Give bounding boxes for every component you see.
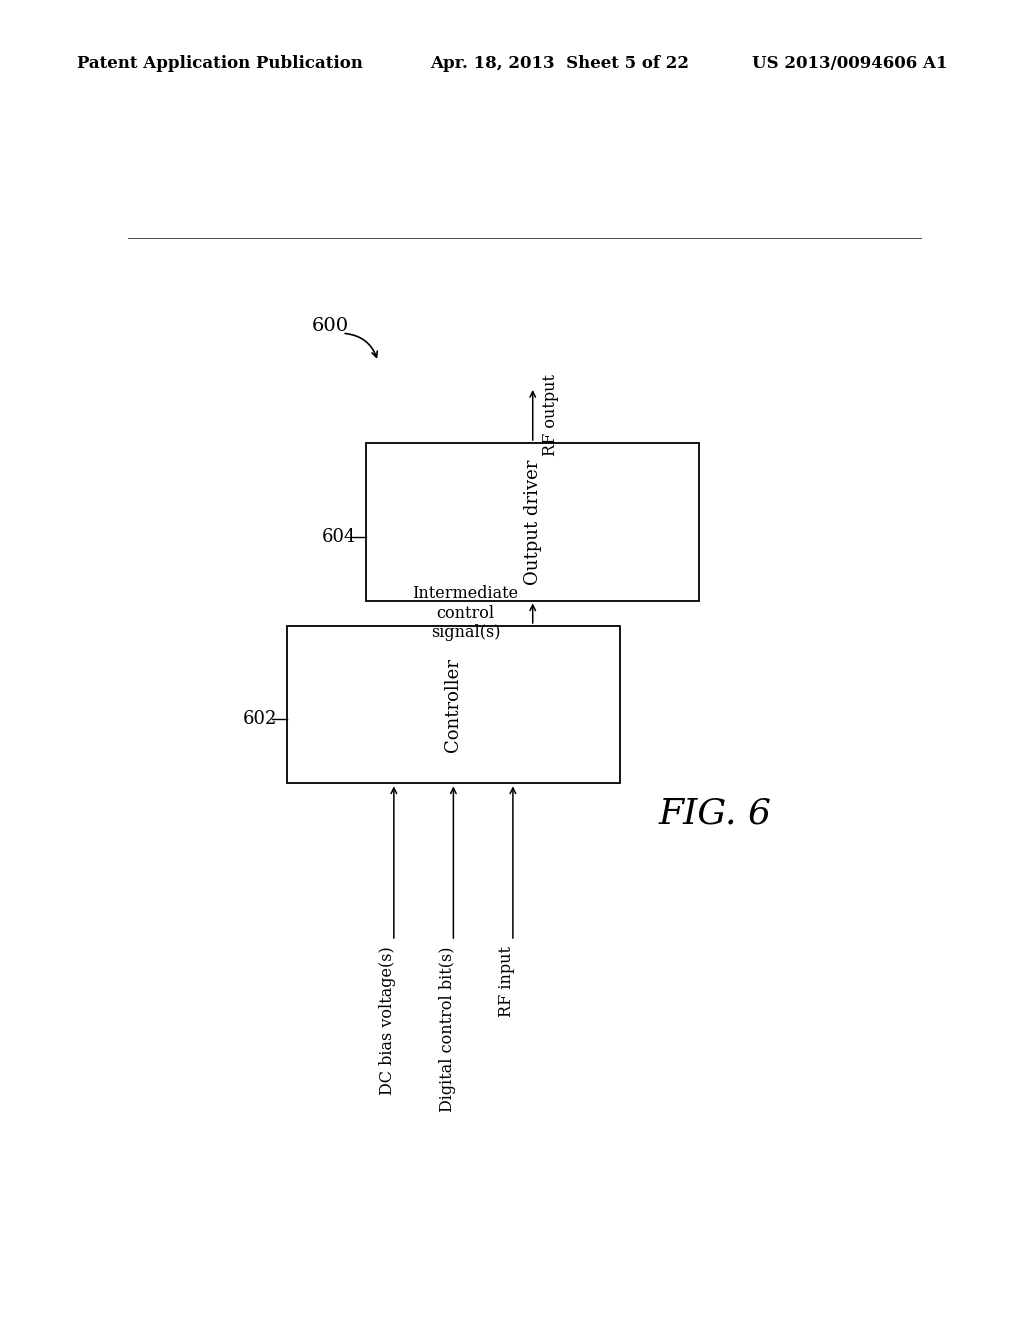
Text: 600: 600 xyxy=(311,317,349,335)
Bar xyxy=(367,444,699,601)
Text: Controller: Controller xyxy=(444,659,463,752)
Text: Digital control bit(s): Digital control bit(s) xyxy=(438,946,456,1111)
Text: 602: 602 xyxy=(243,710,278,729)
Text: Apr. 18, 2013  Sheet 5 of 22: Apr. 18, 2013 Sheet 5 of 22 xyxy=(430,55,689,71)
Text: DC bias voltage(s): DC bias voltage(s) xyxy=(379,946,396,1094)
Text: 604: 604 xyxy=(323,528,356,545)
Text: Patent Application Publication: Patent Application Publication xyxy=(77,55,362,71)
Text: US 2013/0094606 A1: US 2013/0094606 A1 xyxy=(752,55,947,71)
Text: FIG. 6: FIG. 6 xyxy=(658,797,772,832)
Bar xyxy=(287,626,621,784)
Text: Intermediate
control
signal(s): Intermediate control signal(s) xyxy=(413,585,518,642)
Text: RF input: RF input xyxy=(498,946,515,1018)
Text: Output driver: Output driver xyxy=(523,459,542,585)
Text: RF output: RF output xyxy=(543,374,559,455)
